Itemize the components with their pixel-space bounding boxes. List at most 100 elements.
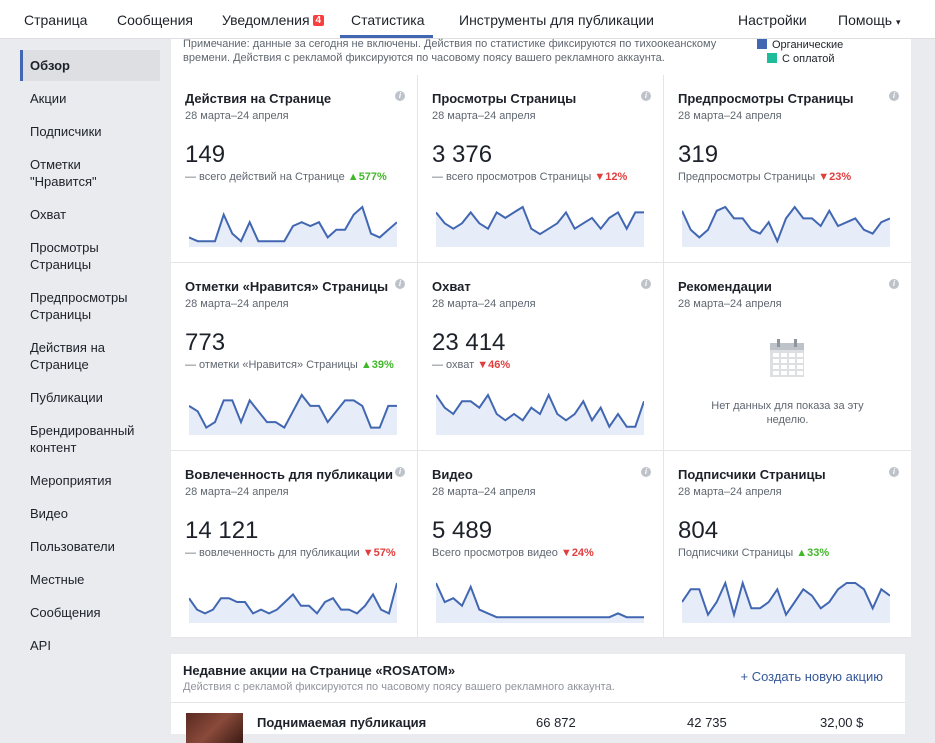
arrow-up-icon: ▲ (360, 359, 372, 371)
card-title: Вовлеченность для публикации (185, 467, 394, 482)
change-value: 39% (371, 359, 394, 371)
sparkline-line (189, 205, 397, 243)
card-date: 28 марта–24 апреля (678, 298, 782, 310)
sidebar-item[interactable]: Отметки "Нравится" (30, 157, 97, 189)
change-indicator: ▼46% (477, 359, 510, 371)
sidebar-item[interactable]: Предпросмотры Страницы (30, 290, 128, 322)
sparkline-area (189, 583, 397, 623)
promotion-reach: 66 872 (536, 715, 576, 730)
card-date: 28 марта–24 апреля (185, 486, 289, 498)
sidebar-item[interactable]: Местные (30, 572, 85, 587)
help-menu[interactable]: Помощь ▾ (838, 12, 901, 28)
organic-swatch (757, 39, 767, 49)
card-value: 5 489 (432, 517, 493, 544)
sidebar-item[interactable]: Публикации (30, 390, 103, 405)
info-icon[interactable]: i (641, 91, 651, 101)
change-indicator: ▼24% (561, 547, 594, 559)
sidebar-item[interactable]: Охват (30, 207, 67, 222)
change-value: 577% (358, 171, 387, 183)
change-value: 12% (605, 171, 628, 183)
card-value: 804 (678, 517, 719, 544)
sparkline-chart (189, 582, 397, 623)
card-title: Предпросмотры Страницы (678, 91, 854, 106)
sparkline-line (682, 579, 890, 619)
card-value: 3 376 (432, 141, 493, 168)
change-value: 23% (829, 171, 852, 183)
info-icon[interactable]: i (641, 467, 651, 477)
sidebar-item[interactable]: Подписчики (30, 124, 102, 139)
info-icon[interactable]: i (889, 91, 899, 101)
sidebar-item[interactable]: API (30, 638, 51, 653)
sidebar-item[interactable]: Акции (30, 91, 67, 106)
sidebar-item[interactable]: Видео (30, 506, 68, 521)
card-subtitle: — вовлеченность для публикации ▼57% (185, 547, 396, 559)
sparkline-chart (189, 393, 397, 435)
tab-publishing-tools[interactable]: Инструменты для публикации (459, 12, 654, 28)
calendar-icon (770, 339, 804, 377)
card-title: Действия на Странице (185, 91, 332, 106)
sidebar-item[interactable]: Пользователи (30, 539, 115, 554)
promotion-budget: 32,00 $ (820, 715, 864, 730)
help-label: Помощь (838, 12, 893, 28)
stat-card[interactable]: Охват i 28 марта–24 апреля 23 414 — охват… (418, 263, 664, 451)
card-label: Всего просмотров видео (432, 547, 558, 559)
card-subtitle: Всего просмотров видео ▼24% (432, 547, 594, 559)
change-indicator: ▲577% (348, 171, 387, 183)
arrow-down-icon: ▼ (477, 359, 489, 371)
card-label: — охват (432, 359, 475, 371)
sidebar-item[interactable]: Просмотры Страницы (30, 240, 99, 272)
settings-link[interactable]: Настройки (738, 12, 807, 28)
sidebar-item[interactable]: Сообщения (30, 605, 101, 620)
card-label: Предпросмотры Страницы (678, 171, 816, 183)
divider (171, 702, 905, 703)
sparkline-line (436, 582, 644, 619)
arrow-down-icon: ▼ (594, 171, 606, 183)
stat-card[interactable]: Отметки «Нравится» Страницы i 28 марта–2… (171, 263, 418, 451)
card-title: Видео (432, 467, 473, 482)
sidebar-item[interactable]: Обзор (20, 50, 160, 81)
sidebar-item[interactable]: Брендированный контент (30, 423, 135, 455)
stat-card[interactable]: Вовлеченность для публикации i 28 марта–… (171, 451, 418, 638)
legend-label: Органические (772, 39, 844, 51)
promotion-thumbnail[interactable] (186, 713, 243, 743)
sparkline-line (436, 205, 644, 236)
sidebar: Обзор Акции Подписчики Отметки "Нравится" Ох… (20, 50, 160, 663)
note-text: Примечание: данные за сегодня не включен… (183, 38, 717, 64)
info-icon[interactable]: i (889, 279, 899, 289)
tab-notifications[interactable]: Уведомления 4 (222, 12, 325, 28)
stat-card[interactable]: Действия на Странице i 28 марта–24 апрел… (171, 75, 418, 263)
info-icon[interactable]: i (641, 279, 651, 289)
tab-page[interactable]: Страница (24, 12, 88, 28)
tab-statistics[interactable]: Статистика (351, 12, 425, 28)
change-indicator: ▲39% (361, 359, 394, 371)
info-icon[interactable]: i (395, 279, 405, 289)
sparkline-area (682, 207, 890, 247)
sparkline-area (189, 395, 397, 435)
sparkline-chart (682, 205, 890, 247)
stat-card[interactable]: Подписчики Страницы i 28 марта–24 апреля… (664, 451, 911, 638)
tab-messages[interactable]: Сообщения (117, 12, 193, 28)
card-date: 28 марта–24 апреля (432, 298, 536, 310)
create-promotion-button[interactable]: + Создать новую акцию (740, 669, 884, 684)
card-value: 319 (678, 141, 719, 168)
recent-title: Недавние акции на Странице «ROSATOM» (183, 663, 456, 678)
stat-card[interactable]: Рекомендации i 28 марта–24 апреля Нет да… (664, 263, 911, 451)
card-value: 773 (185, 329, 226, 356)
stat-card[interactable]: Просмотры Страницы i 28 марта–24 апреля 3… (418, 75, 664, 263)
card-subtitle: — охват ▼46% (432, 359, 510, 371)
info-icon[interactable]: i (395, 91, 405, 101)
card-label: Подписчики Страницы (678, 547, 794, 559)
card-title: Охват (432, 279, 471, 294)
info-icon[interactable]: i (889, 467, 899, 477)
card-value: 14 121 (185, 517, 259, 544)
card-title: Просмотры Страницы (432, 91, 577, 106)
sidebar-item[interactable]: Мероприятия (30, 473, 112, 488)
promotion-name[interactable]: Поднимаемая публикация (257, 715, 427, 730)
sidebar-item[interactable]: Действия на Странице (30, 340, 105, 372)
info-icon[interactable]: i (395, 467, 405, 477)
stat-card[interactable]: Видео i 28 марта–24 апреля 5 489 Всего пр… (418, 451, 664, 638)
change-value: 57% (373, 547, 396, 559)
stat-card[interactable]: Предпросмотры Страницы i 28 марта–24 апр… (664, 75, 911, 263)
arrow-up-icon: ▲ (796, 547, 808, 559)
stats-grid: Действия на Странице i 28 марта–24 апрел… (171, 75, 911, 638)
